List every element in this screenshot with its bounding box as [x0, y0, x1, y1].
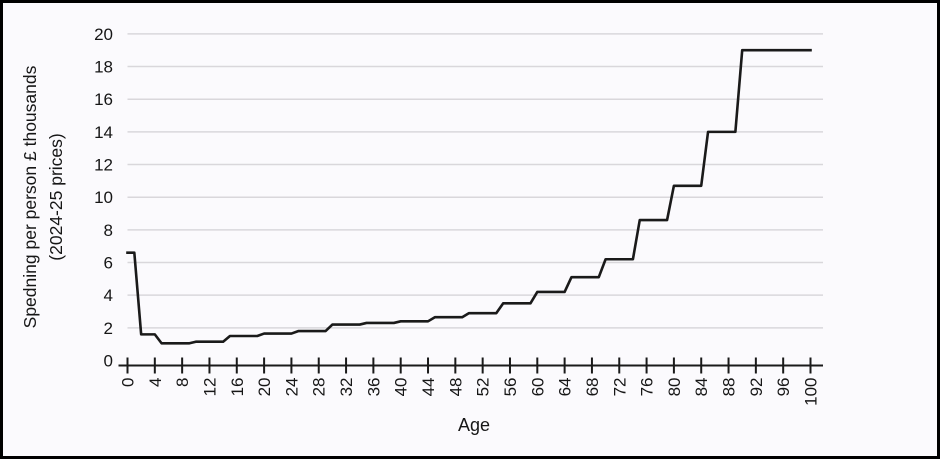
y-tick-label-10: 10 [94, 188, 113, 207]
y-tick-label-14: 14 [94, 123, 113, 142]
x-tick-label-100: 100 [802, 378, 821, 406]
x-tick-label-32: 32 [337, 378, 356, 397]
x-tick-label-60: 60 [528, 378, 547, 397]
y-tick-label-8: 8 [104, 221, 113, 240]
y-axis-title-line2: (2024-25 prices) [46, 133, 66, 260]
y-tick-label-2: 2 [104, 319, 113, 338]
y-axis-title-line1: Spedning per person £ thousands [20, 65, 40, 328]
x-tick-label-44: 44 [419, 378, 438, 397]
gridlines [127, 33, 823, 329]
x-tick-label-76: 76 [638, 378, 657, 397]
x-tick-label-28: 28 [310, 378, 329, 397]
x-tick-label-68: 68 [583, 378, 602, 397]
x-tick-label-8: 8 [173, 378, 192, 387]
y-tick-label-12: 12 [94, 156, 113, 175]
x-tick-label-92: 92 [747, 378, 766, 397]
y-tick-label-16: 16 [94, 90, 113, 109]
x-tick-label-72: 72 [610, 378, 629, 397]
x-axis-tick-labels: 0 4 8 12 16 20 24 28 32 36 40 44 48 52 56 60 64 68 72 76 80 8… [119, 378, 821, 406]
x-tick-label-40: 40 [392, 378, 411, 397]
x-tick-label-48: 48 [446, 378, 465, 397]
y-tick-label-20: 20 [94, 25, 113, 44]
x-tick-label-80: 80 [665, 378, 684, 397]
x-tick-label-16: 16 [228, 378, 247, 397]
x-tick-label-0: 0 [119, 378, 138, 387]
x-tick-label-36: 36 [364, 378, 383, 397]
x-tick-label-64: 64 [556, 378, 575, 397]
y-tick-label-4: 4 [104, 286, 113, 305]
y-tick-label-0: 0 [104, 352, 113, 371]
y-axis-tick-labels: 0 2 4 6 8 10 12 14 16 18 20 [94, 25, 113, 371]
x-tick-label-96: 96 [774, 378, 793, 397]
y-tick-label-18: 18 [94, 58, 113, 77]
y-tick-label-6: 6 [104, 254, 113, 273]
x-tick-label-12: 12 [200, 378, 219, 397]
x-tick-label-52: 52 [474, 378, 493, 397]
x-tick-label-24: 24 [282, 378, 301, 397]
spending-by-age-chart: 0 4 8 12 16 20 24 28 32 36 40 44 48 52 56 60 64 68 72 76 80 8… [20, 25, 823, 435]
x-tick-label-20: 20 [255, 378, 274, 397]
x-axis-ticks [126, 357, 812, 374]
x-tick-label-4: 4 [146, 378, 165, 387]
x-tick-label-88: 88 [720, 378, 739, 397]
spending-line-series [126, 48, 812, 345]
x-tick-label-84: 84 [692, 378, 711, 397]
x-tick-label-56: 56 [501, 378, 520, 397]
x-axis-title: Age [458, 415, 490, 435]
